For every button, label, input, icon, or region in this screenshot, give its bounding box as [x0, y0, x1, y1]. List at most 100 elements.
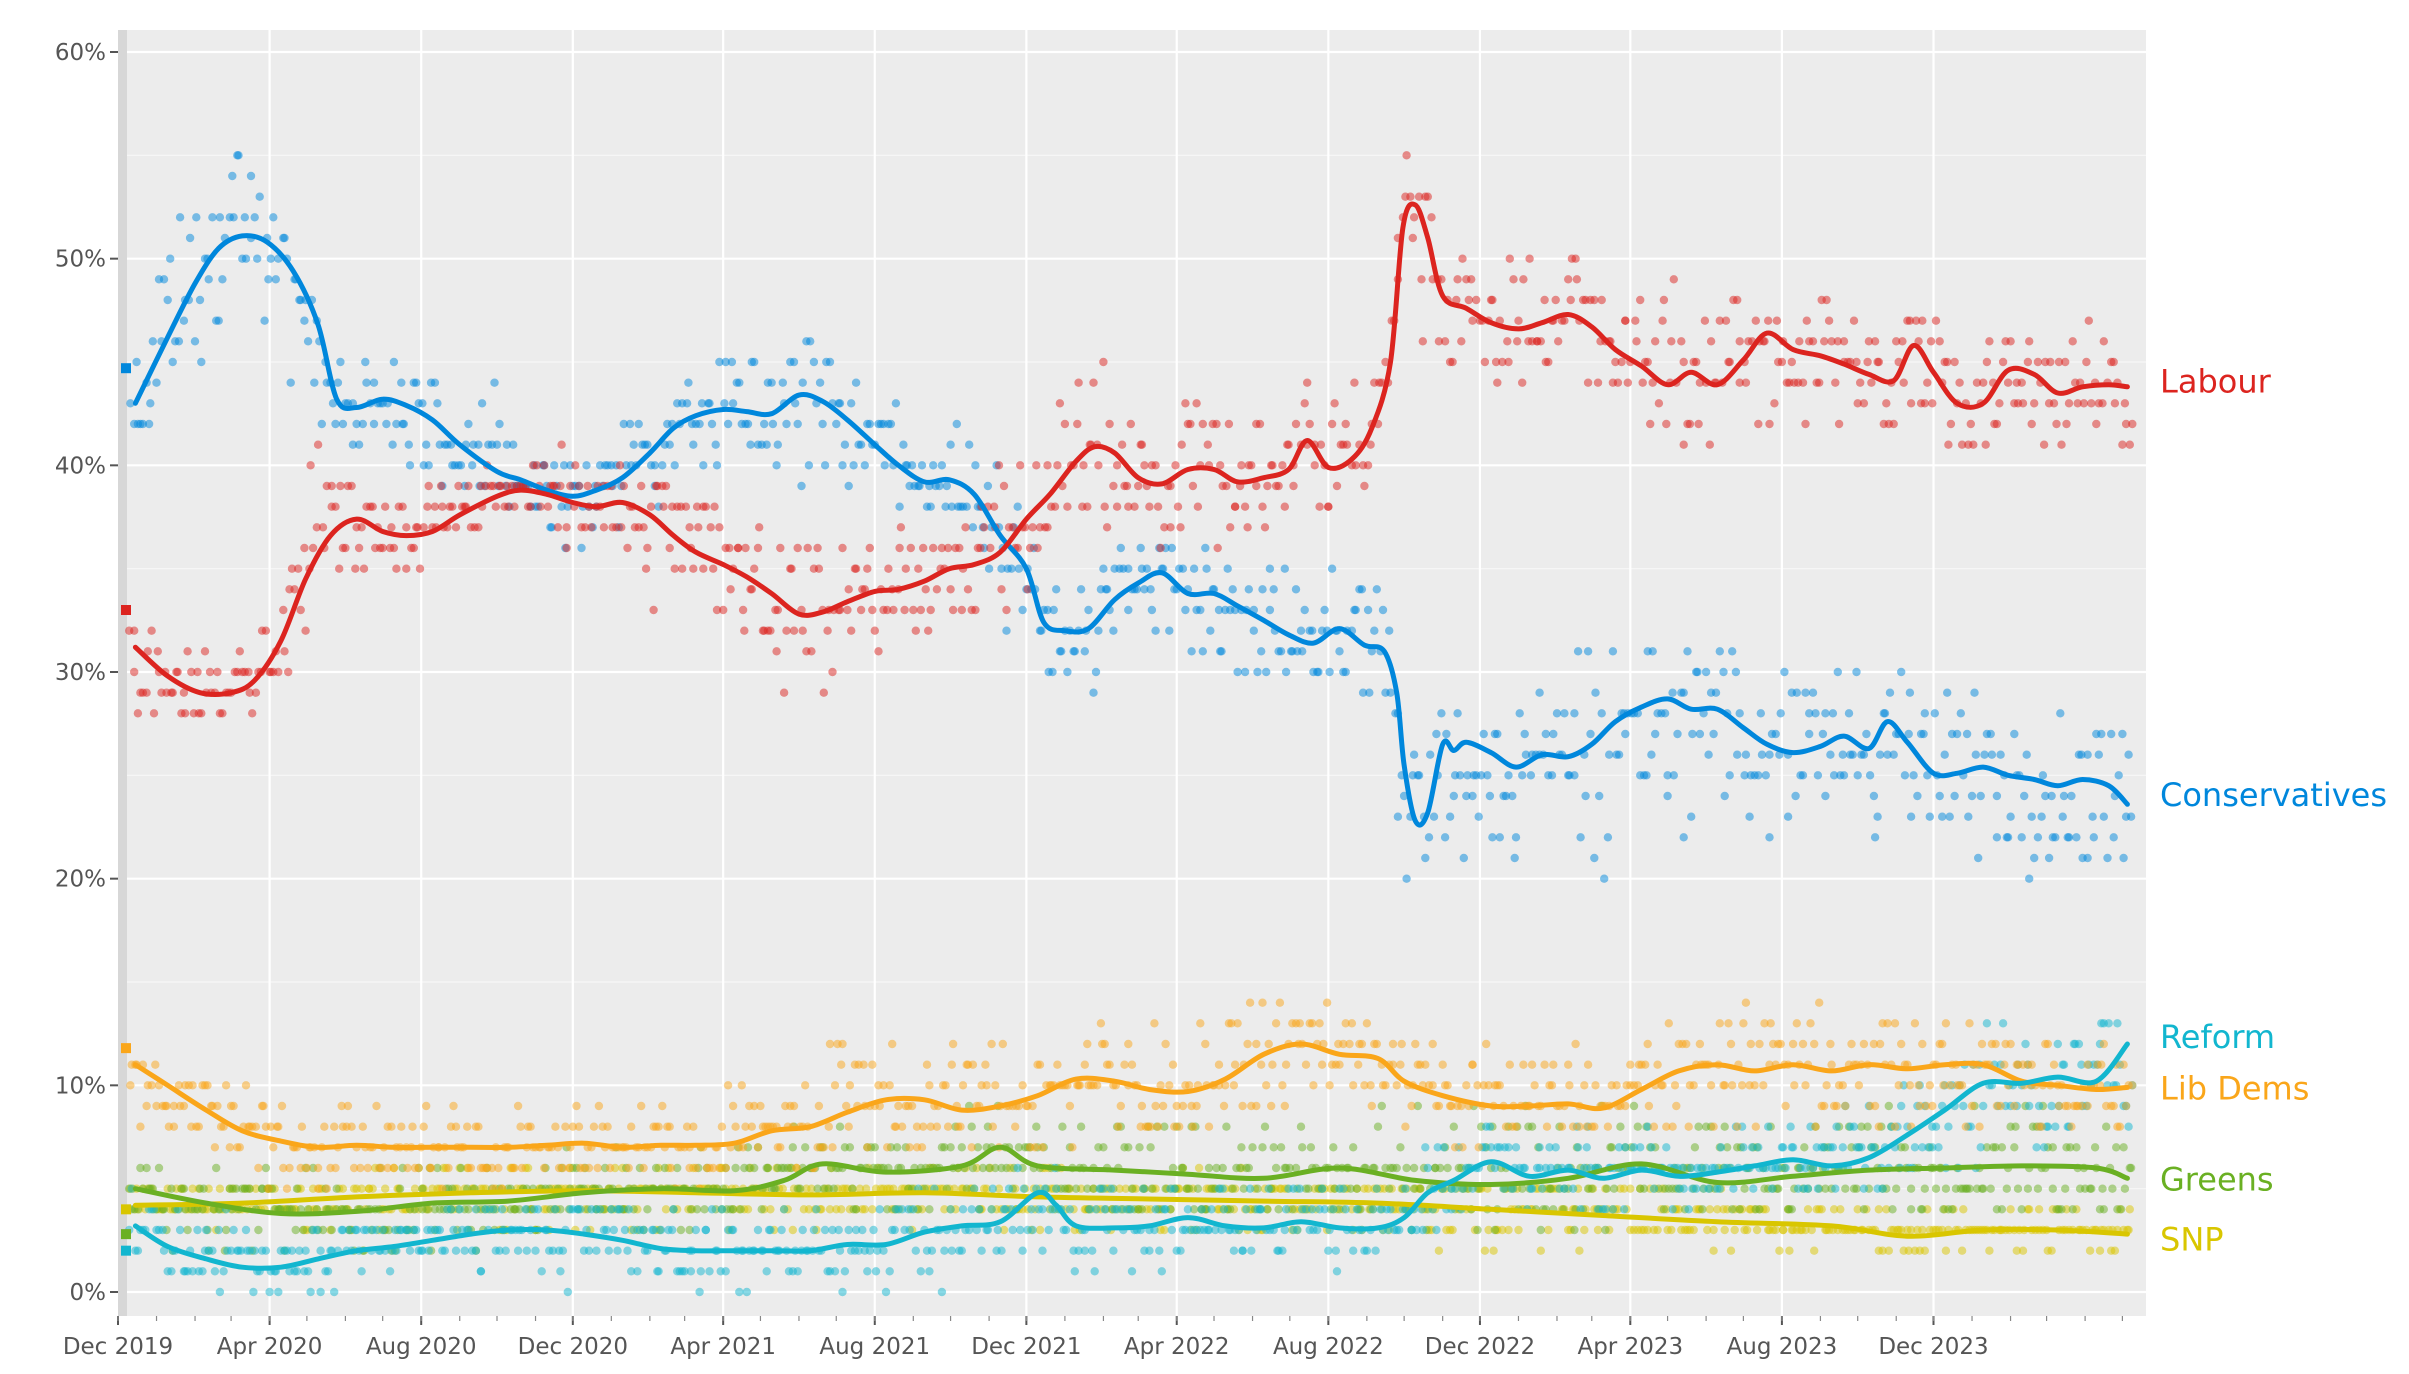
- poll-point: [1844, 709, 1854, 718]
- poll-point: [1867, 378, 1876, 387]
- poll-point: [1228, 1184, 1237, 1193]
- poll-point: [1440, 337, 1450, 346]
- poll-point: [1222, 481, 1231, 491]
- poll-point: [963, 585, 973, 594]
- poll-point: [1684, 1122, 1693, 1131]
- poll-point: [1377, 1101, 1387, 1111]
- poll-point: [257, 1184, 267, 1193]
- poll-point: [174, 337, 184, 346]
- poll-point: [1397, 1039, 1406, 1049]
- poll-point: [843, 605, 852, 615]
- poll-point: [1222, 1122, 1231, 1131]
- poll-point: [169, 1101, 179, 1111]
- election-marker: [121, 1229, 131, 1240]
- poll-point: [806, 337, 815, 346]
- poll-point: [955, 543, 964, 553]
- poll-point: [855, 1184, 865, 1193]
- poll-point: [2083, 1060, 2092, 1069]
- poll-point: [179, 1101, 189, 1111]
- poll-point: [1643, 1122, 1652, 1131]
- poll-point: [624, 1205, 633, 1214]
- poll-point: [2054, 1101, 2064, 1111]
- poll-point: [1941, 1019, 1951, 1028]
- poll-point: [851, 564, 861, 573]
- poll-point: [883, 1205, 892, 1214]
- poll-point: [348, 440, 358, 449]
- poll-point: [1803, 1205, 1813, 1214]
- series-label: Reform: [2160, 1018, 2275, 1056]
- poll-point: [982, 1081, 991, 1090]
- poll-point: [863, 1143, 872, 1152]
- poll-point: [1443, 1163, 1452, 1173]
- poll-point: [617, 523, 626, 532]
- poll-point: [2025, 1205, 2034, 1214]
- poll-point: [2068, 337, 2077, 346]
- poll-point: [410, 1184, 420, 1193]
- poll-point: [901, 564, 910, 573]
- poll-point: [1076, 585, 1086, 594]
- poll-point: [1083, 1039, 1092, 1049]
- poll-point: [845, 1143, 855, 1152]
- poll-point: [1583, 647, 1593, 656]
- poll-point: [1892, 1184, 1901, 1193]
- poll-point: [1495, 833, 1505, 842]
- y-tick-label: 0%: [70, 1280, 107, 1306]
- poll-point: [756, 1101, 765, 1111]
- poll-point: [1416, 1184, 1425, 1193]
- poll-point: [1735, 337, 1744, 346]
- poll-point: [1996, 1101, 2005, 1111]
- poll-point: [261, 626, 271, 635]
- poll-point: [1395, 1225, 1404, 1235]
- poll-point: [306, 461, 315, 470]
- poll-point: [691, 1225, 700, 1235]
- poll-point: [1429, 812, 1439, 821]
- poll-point: [389, 1163, 399, 1173]
- poll-point: [2061, 1184, 2070, 1193]
- poll-point: [962, 1184, 971, 1193]
- poll-point: [159, 1246, 169, 1255]
- poll-point: [1070, 1267, 1080, 1276]
- poll-point: [384, 1225, 394, 1235]
- poll-point: [1423, 192, 1433, 201]
- poll-point: [1409, 213, 1419, 222]
- poll-point: [313, 440, 323, 449]
- poll-point: [1204, 1122, 1214, 1131]
- poll-point: [1733, 1122, 1742, 1131]
- poll-point: [245, 688, 254, 697]
- poll-point: [1362, 1246, 1372, 1255]
- poll-point: [2099, 1039, 2108, 1049]
- poll-point: [185, 233, 195, 243]
- poll-point: [1826, 750, 1835, 759]
- poll-point: [1288, 1205, 1297, 1214]
- poll-point: [776, 543, 785, 553]
- poll-point: [1030, 1143, 1040, 1152]
- poll-point: [609, 1225, 618, 1235]
- poll-point: [1192, 1101, 1201, 1111]
- poll-point: [970, 1184, 979, 1193]
- poll-point: [1474, 812, 1483, 821]
- poll-point: [2103, 853, 2112, 863]
- poll-point: [1673, 729, 1682, 739]
- poll-point: [988, 1184, 997, 1193]
- poll-point: [173, 667, 182, 677]
- poll-point: [1822, 1081, 1831, 1090]
- poll-point: [323, 1267, 333, 1276]
- poll-point: [1806, 1019, 1815, 1028]
- poll-point: [1890, 1122, 1900, 1131]
- x-tick-label: Apr 2023: [1577, 1334, 1683, 1360]
- y-axis: 0%10%20%30%40%50%60%: [55, 40, 118, 1306]
- poll-point: [1701, 1163, 1711, 1173]
- poll-point: [1091, 667, 1101, 677]
- poll-point: [327, 1225, 336, 1235]
- poll-point: [1102, 523, 1112, 532]
- poll-point: [152, 378, 161, 387]
- poll-point: [1291, 419, 1301, 429]
- poll-point: [1649, 1184, 1659, 1193]
- poll-point: [837, 1060, 846, 1069]
- poll-point: [1679, 833, 1688, 842]
- poll-point: [1445, 812, 1455, 821]
- poll-point: [504, 502, 513, 511]
- poll-point: [464, 1205, 473, 1214]
- poll-point: [430, 502, 440, 511]
- poll-point: [700, 1205, 709, 1214]
